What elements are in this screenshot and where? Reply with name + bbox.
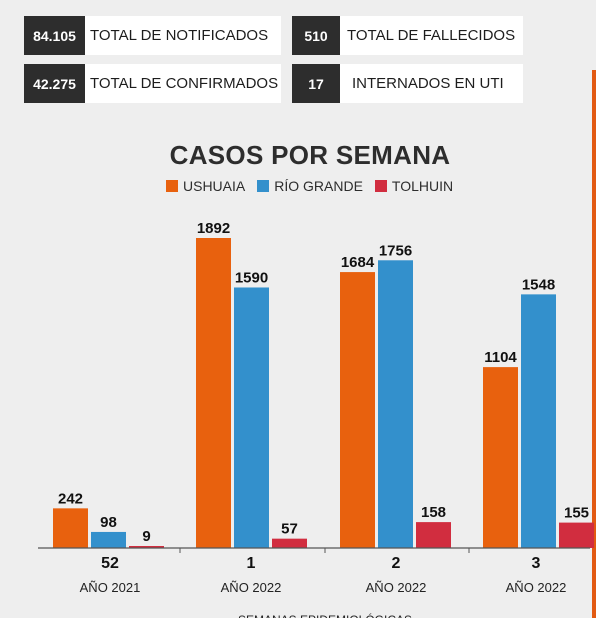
- x-tick-label: 2: [392, 555, 401, 572]
- bar-tolhuin-52: [129, 546, 164, 548]
- stat-label: INTERNADOS EN UTI: [340, 64, 523, 103]
- bar-r-o-grande-52: [91, 531, 126, 548]
- data-label: 1892: [197, 220, 230, 237]
- bar-tolhuin-2: [416, 522, 451, 548]
- bar-r-o-grande-1: [234, 287, 269, 548]
- legend-label: TOLHUIN: [391, 178, 454, 194]
- legend-item-tolhuin: TOLHUIN: [374, 178, 454, 194]
- bar-tolhuin-1: [272, 538, 307, 548]
- stat-total-fallecidos: 510 TOTAL DE FALLECIDOS: [292, 16, 523, 55]
- bar-r-o-grande-2: [378, 260, 413, 548]
- x-tick-label: 1: [247, 555, 256, 572]
- data-label: 9: [142, 528, 150, 545]
- data-label: 242: [58, 490, 83, 507]
- data-label: 1756: [379, 242, 412, 259]
- stat-label: TOTAL DE CONFIRMADOS: [85, 64, 281, 103]
- x-tick-label: 3: [532, 555, 541, 572]
- data-label: 1548: [522, 276, 555, 293]
- stat-internados-uti: 17 INTERNADOS EN UTI: [292, 64, 523, 103]
- data-label: 1684: [341, 254, 375, 271]
- bar-tolhuin-3: [559, 522, 594, 548]
- stat-value: 42.275: [24, 64, 85, 103]
- bar-ushuaia-2: [340, 272, 375, 548]
- stat-label: TOTAL DE NOTIFICADOS: [85, 16, 281, 55]
- stat-value: 510: [292, 16, 340, 55]
- bar-ushuaia-1: [196, 238, 231, 548]
- x-tick-label: 52: [101, 555, 119, 572]
- stat-value: 84.105: [24, 16, 85, 55]
- x-tick-sublabel: AÑO 2022: [506, 580, 567, 595]
- bar-ushuaia-52: [53, 508, 88, 548]
- bar-ushuaia-3: [483, 367, 518, 548]
- stat-total-confirmados: 42.275 TOTAL DE CONFIRMADOS: [24, 64, 281, 103]
- stat-label: TOTAL DE FALLECIDOS: [340, 16, 523, 55]
- data-label: 155: [564, 505, 589, 522]
- x-axis-label: SEMANAS EPIDEMIOLÓGICAS: [238, 612, 412, 618]
- stat-total-notificados: 84.105 TOTAL DE NOTIFICADOS: [24, 16, 281, 55]
- data-label: 98: [100, 514, 117, 531]
- stat-value: 17: [292, 64, 340, 103]
- x-tick-sublabel: AÑO 2022: [221, 580, 282, 595]
- data-label: 1104: [484, 349, 517, 366]
- x-tick-sublabel: AÑO 2021: [80, 580, 141, 595]
- legend-swatch: [257, 180, 270, 192]
- chart-legend: USHUAIA RÍO GRANDE TOLHUIN: [166, 178, 465, 194]
- legend-label: RÍO GRANDE: [274, 178, 363, 194]
- legend-swatch: [374, 180, 387, 192]
- bar-r-o-grande-3: [521, 294, 556, 548]
- data-label: 1590: [235, 269, 268, 286]
- data-label: 57: [281, 521, 298, 538]
- accent-strip: [592, 70, 596, 618]
- legend-item-rio-grande: RÍO GRANDE: [257, 178, 363, 194]
- legend-swatch: [166, 180, 178, 192]
- legend-label: USHUAIA: [183, 178, 246, 194]
- data-label: 158: [421, 504, 446, 521]
- x-tick-sublabel: AÑO 2022: [366, 580, 427, 595]
- chart-title: CASOS POR SEMANA: [169, 140, 451, 170]
- legend-item-ushuaia: USHUAIA: [166, 178, 245, 194]
